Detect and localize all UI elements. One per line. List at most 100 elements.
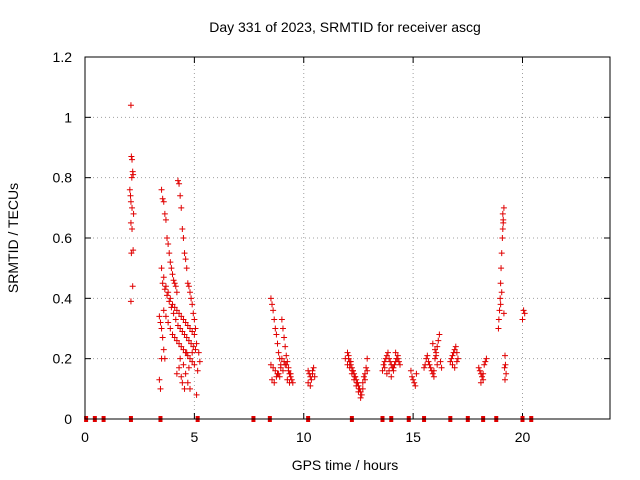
data-point <box>495 325 502 332</box>
data-point <box>178 373 185 380</box>
data-point <box>362 370 368 377</box>
data-point <box>477 379 484 386</box>
data-point <box>501 364 508 371</box>
data-point <box>502 361 509 368</box>
data-point <box>433 352 440 359</box>
data-point <box>449 352 456 359</box>
data-point <box>499 210 506 217</box>
data-point <box>179 225 186 232</box>
data-point <box>176 310 183 317</box>
data-point <box>173 370 180 377</box>
data-point <box>161 210 168 217</box>
data-point <box>184 352 191 359</box>
data-point <box>128 153 135 160</box>
data-point <box>169 331 176 338</box>
data-point <box>278 316 285 323</box>
data-point <box>281 334 288 341</box>
data-point <box>432 346 438 353</box>
data-point <box>127 298 134 305</box>
x-tick-label: 5 <box>190 429 198 445</box>
data-point <box>193 340 200 347</box>
data-point <box>160 307 167 314</box>
data-point <box>360 373 367 380</box>
data-point <box>388 373 395 380</box>
data-point <box>173 337 180 344</box>
data-point <box>166 298 173 305</box>
data-point <box>413 370 420 377</box>
data-point <box>432 355 438 362</box>
y-tick-label: 0 <box>64 411 72 427</box>
x-tick-label: 10 <box>296 429 312 445</box>
data-point <box>157 385 164 392</box>
data-point <box>180 316 187 323</box>
data-point <box>181 331 188 338</box>
data-point <box>171 280 178 287</box>
data-point <box>160 198 167 205</box>
data-point <box>421 364 428 371</box>
data-point <box>424 352 431 359</box>
data-point <box>347 358 354 365</box>
data-point <box>187 355 193 362</box>
data-point <box>498 250 505 257</box>
x-tick-label: 0 <box>81 429 89 445</box>
data-point <box>437 358 444 365</box>
y-tick-label: 0.4 <box>53 290 73 306</box>
data-point <box>521 310 528 317</box>
data-point <box>159 280 166 287</box>
data-point <box>269 301 276 308</box>
data-point <box>189 358 196 365</box>
data-point <box>476 367 483 374</box>
data-point <box>172 316 179 323</box>
data-point <box>498 265 505 272</box>
chart-title: Day 331 of 2023, SRMTID for receiver asc… <box>209 19 481 35</box>
data-point <box>481 361 488 368</box>
data-point <box>410 376 417 383</box>
data-point <box>167 259 174 266</box>
data-point <box>345 352 352 359</box>
data-point <box>191 331 198 338</box>
data-point <box>127 219 134 226</box>
data-point <box>178 313 185 320</box>
data-point <box>129 156 136 163</box>
data-point <box>275 349 282 356</box>
data-point <box>176 340 183 347</box>
data-point <box>397 361 403 368</box>
data-point <box>278 355 285 362</box>
data-point <box>359 379 366 386</box>
data-point <box>354 379 361 386</box>
data-point <box>191 361 198 368</box>
data-point <box>194 367 201 374</box>
data-point <box>275 370 282 377</box>
data-point <box>411 379 418 386</box>
data-point <box>177 192 184 199</box>
data-point <box>191 316 198 323</box>
data-point <box>429 340 436 347</box>
data-point <box>177 355 184 362</box>
y-tick-label: 1 <box>64 109 72 125</box>
data-point <box>169 271 176 278</box>
data-point <box>171 334 178 341</box>
data-point <box>164 292 171 299</box>
data-point <box>499 235 506 241</box>
x-tick-label: 15 <box>405 429 421 445</box>
data-points <box>84 102 534 422</box>
data-point <box>497 301 504 308</box>
data-point <box>394 355 401 362</box>
data-point <box>386 355 393 362</box>
data-point <box>165 319 172 326</box>
data-point <box>496 307 503 314</box>
data-point <box>390 364 397 371</box>
data-point <box>127 102 134 109</box>
data-point <box>168 265 175 272</box>
data-point <box>272 325 279 332</box>
data-point <box>434 343 441 350</box>
data-point <box>188 295 195 302</box>
data-point <box>156 376 163 383</box>
data-point <box>344 361 351 368</box>
data-point <box>395 358 402 365</box>
data-point <box>449 361 456 368</box>
data-point <box>502 352 508 359</box>
data-point <box>269 376 276 383</box>
data-point <box>429 370 436 377</box>
data-point <box>178 204 185 211</box>
